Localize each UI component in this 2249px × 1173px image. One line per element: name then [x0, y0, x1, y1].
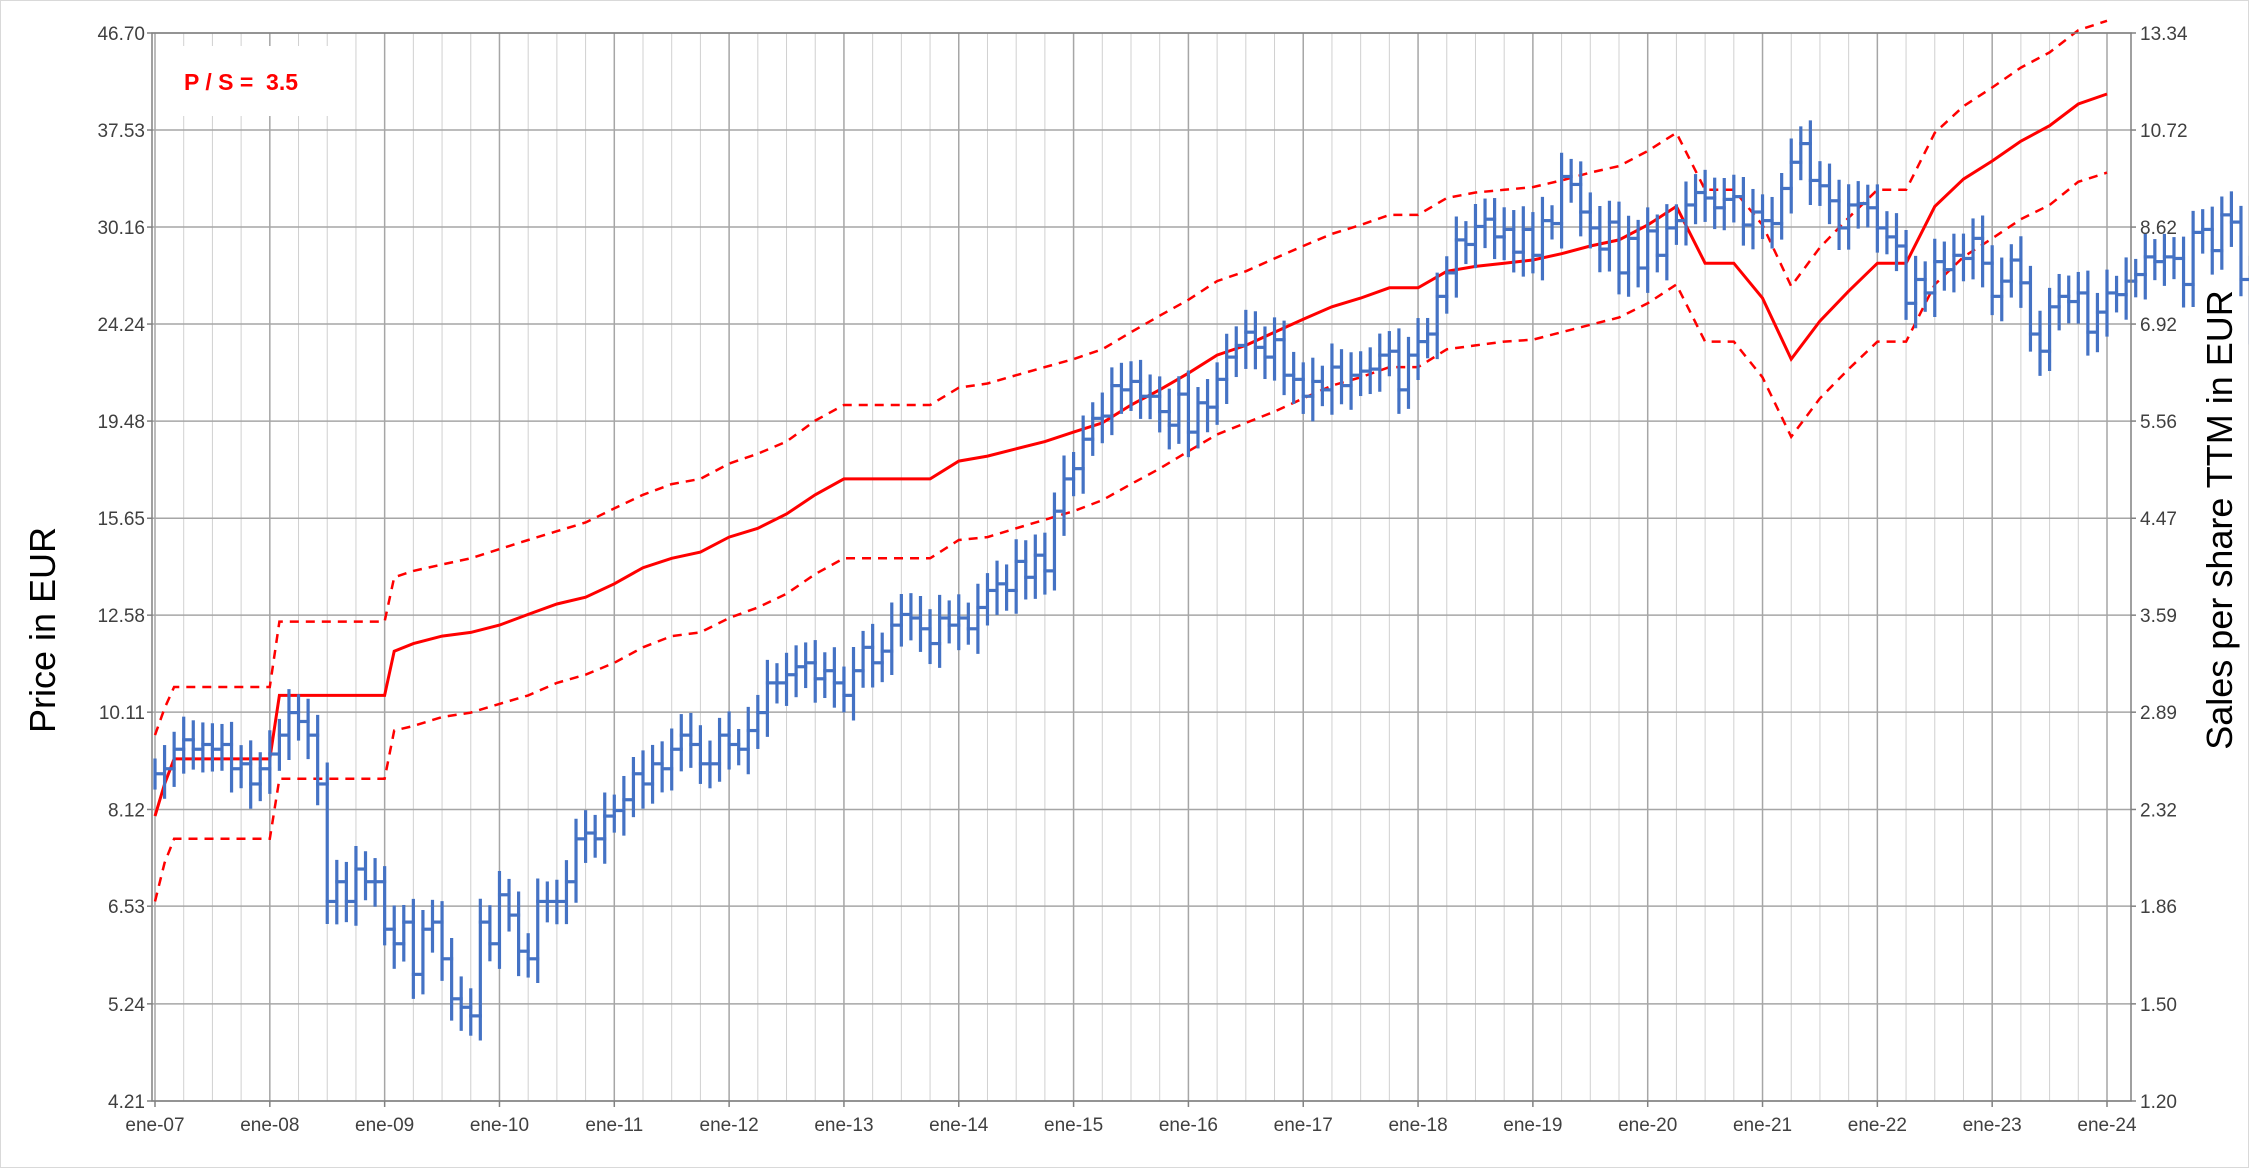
- y-tick-left: 19.48: [97, 412, 145, 433]
- x-tick-label: ene-11: [585, 1115, 643, 1136]
- y-tick-right: 5.56: [2140, 412, 2177, 433]
- y-tick-right: 2.89: [2140, 703, 2177, 724]
- y-tick-left: 12.58: [97, 606, 145, 627]
- x-tick-label: ene-22: [1848, 1115, 1907, 1136]
- x-tick-label: ene-07: [125, 1115, 184, 1136]
- y-tick-right: 8.62: [2140, 218, 2177, 239]
- x-tick-label: ene-17: [1274, 1115, 1333, 1136]
- x-tick-label: ene-20: [1618, 1115, 1677, 1136]
- x-tick-label: ene-24: [2077, 1115, 2137, 1136]
- x-tick-label: ene-14: [929, 1115, 989, 1136]
- x-tick-label: ene-19: [1503, 1115, 1562, 1136]
- y-tick-left: 6.53: [108, 897, 145, 918]
- x-tick-label: ene-09: [355, 1115, 414, 1136]
- y-tick-left: 4.21: [108, 1092, 145, 1113]
- y-tick-left: 15.65: [97, 509, 145, 530]
- x-tick-label: ene-08: [240, 1115, 299, 1136]
- x-tick-label: ene-21: [1733, 1115, 1792, 1136]
- y-tick-right: 13.34: [2140, 24, 2188, 45]
- x-tick-label: ene-13: [814, 1115, 873, 1136]
- y-tick-left: 30.16: [97, 218, 145, 239]
- x-tick-label: ene-23: [1963, 1115, 2022, 1136]
- y-tick-left: 10.11: [99, 703, 145, 724]
- y-tick-left: 24.24: [97, 315, 145, 336]
- y-tick-left: 46.70: [97, 24, 145, 45]
- y-tick-right: 4.47: [2140, 509, 2177, 530]
- x-tick-label: ene-12: [700, 1115, 759, 1136]
- y-tick-right: 6.92: [2140, 315, 2177, 336]
- right-axis-label: Sales per share TTM in EUR: [2199, 290, 2240, 750]
- annotation-ps-ratio: P / S = 3.5: [184, 69, 298, 95]
- y-tick-right: 10.72: [2140, 121, 2188, 142]
- y-tick-right: 2.32: [2140, 800, 2177, 821]
- y-tick-right: 1.50: [2140, 995, 2177, 1016]
- y-tick-left: 8.12: [108, 800, 145, 821]
- x-tick-label: ene-10: [470, 1115, 529, 1136]
- x-tick-label: ene-18: [1388, 1115, 1447, 1136]
- y-tick-right: 3.59: [2140, 606, 2177, 627]
- x-tick-label: ene-15: [1044, 1115, 1103, 1136]
- x-tick-label: ene-16: [1159, 1115, 1218, 1136]
- y-tick-left: 5.24: [108, 995, 145, 1016]
- y-tick-left: 37.53: [97, 121, 145, 142]
- y-tick-right: 1.20: [2140, 1092, 2177, 1113]
- annotation-box: P / S = 3.5: [156, 46, 328, 116]
- y-tick-right: 1.86: [2140, 897, 2177, 918]
- left-axis-label: Price in EUR: [22, 527, 63, 733]
